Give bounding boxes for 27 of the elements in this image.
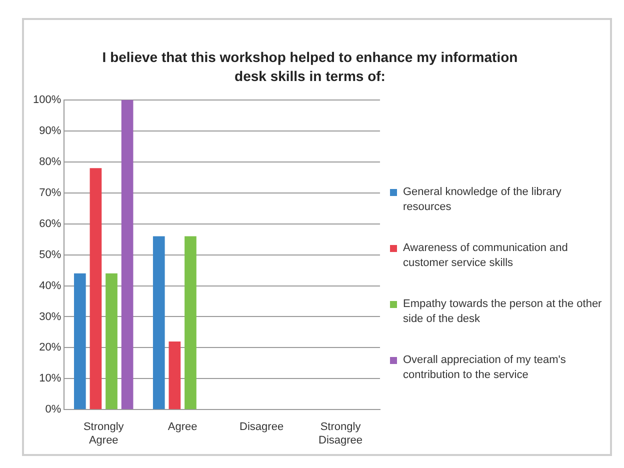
y-tick-label: 30% — [39, 310, 62, 323]
x-tick-label: Strongly Disagree — [318, 421, 363, 446]
y-tick-label: 80% — [39, 156, 62, 168]
bar — [152, 236, 165, 410]
chart-title: I believe that this workshop helped to enhance my information desk skills in terms of: — [101, 48, 519, 86]
legend-label: Awareness of communication and customer service skills — [403, 241, 569, 271]
legend-label: Empathy towards the person at the other side of the desk — [403, 297, 603, 327]
bar — [106, 273, 118, 410]
x-tick-label: Disagree — [240, 421, 284, 434]
bar — [90, 168, 102, 410]
bar — [184, 236, 196, 410]
y-tick-label: 10% — [39, 372, 62, 385]
x-tick-label: Agree — [168, 421, 198, 434]
bar — [168, 341, 181, 410]
y-tick-label: 20% — [39, 342, 62, 354]
legend-label: Overall appreciation of my team's contribution to the service — [403, 353, 567, 383]
y-tick-label: 40% — [39, 280, 62, 292]
y-tick-label: 90% — [39, 124, 62, 137]
bar — [121, 100, 134, 410]
y-tick-label: 60% — [39, 218, 62, 230]
legend-label: General knowledge of the library resources — [403, 185, 562, 215]
x-tick-label: Strongly Agree — [83, 421, 124, 446]
y-tick-label: 70% — [39, 186, 62, 199]
bar — [74, 273, 86, 410]
y-tick-label: 0% — [45, 404, 62, 416]
y-tick-label: 50% — [39, 248, 62, 261]
y-tick-label: 100% — [32, 94, 62, 106]
